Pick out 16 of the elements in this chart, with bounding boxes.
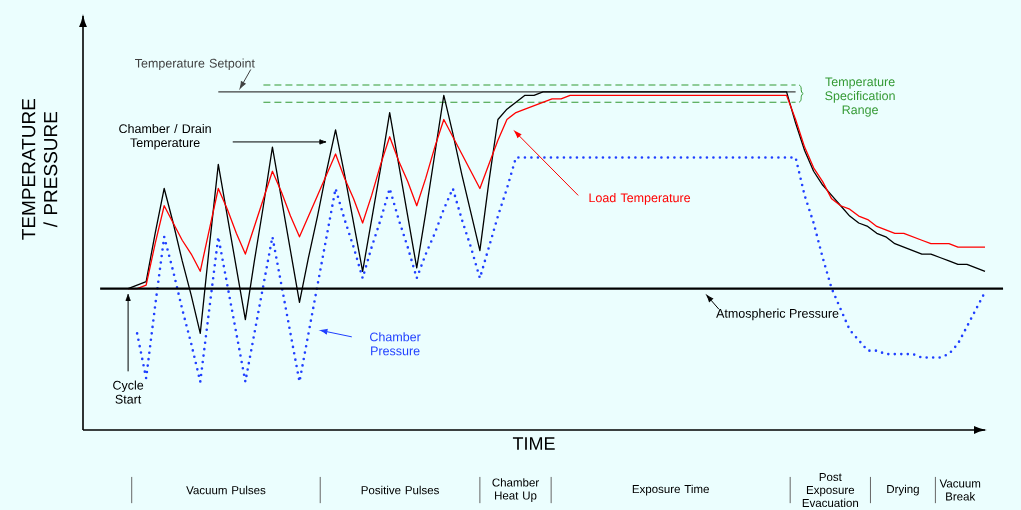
- text: Positive Pulses: [361, 485, 439, 495]
- text: Drying: [887, 484, 919, 496]
- annotation: Temperature Specification Range: [825, 77, 895, 117]
- series-label: Chamber / Drain Temperature: [119, 123, 211, 150]
- ref-line-label: Atmospheric Pressure: [716, 308, 839, 321]
- text: Exposure Time: [632, 484, 709, 496]
- x-axis-title: TIME: [512, 437, 555, 450]
- text: Vacuum Pulses: [186, 485, 266, 495]
- text: Chamber Heat Up: [492, 478, 539, 502]
- series-label: Temperature Setpoint: [135, 58, 255, 71]
- annotation: Cycle Start: [113, 380, 144, 404]
- text: Post Exposure Evacuation: [802, 473, 859, 508]
- text: Vacuum Break: [939, 479, 981, 501]
- text: Load Temperature: [589, 193, 691, 205]
- y-axis-title: TEMPERATURE / PRESSURE: [22, 98, 58, 240]
- legend-label: Chamber Pressure: [370, 332, 421, 356]
